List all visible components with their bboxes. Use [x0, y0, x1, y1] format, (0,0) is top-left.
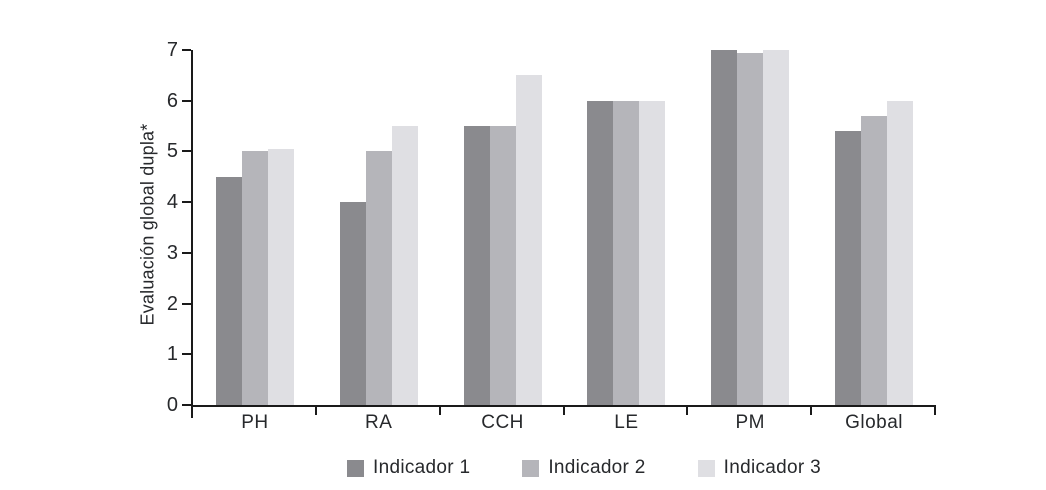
bar-ra-indicador-1 — [339, 202, 366, 405]
y-axis-tick — [182, 49, 191, 51]
y-tick-label: 5 — [166, 140, 178, 163]
y-axis-tick — [182, 99, 191, 102]
bar-ph-indicador-1 — [215, 176, 242, 405]
y-tick-label: 4 — [166, 191, 178, 214]
legend-item: Indicador 2 — [522, 457, 645, 479]
bar-ph-indicador-3 — [267, 148, 294, 405]
category-label-pm: PM — [735, 412, 765, 433]
bar-global-indicador-2 — [861, 115, 888, 405]
x-axis-tick — [438, 405, 441, 415]
y-tick-label: 7 — [166, 39, 178, 61]
bar-cch-indicador-2 — [489, 126, 516, 405]
bar-ph-indicador-2 — [241, 151, 268, 405]
y-axis-line — [191, 50, 193, 418]
category-label-global: Global — [845, 412, 904, 433]
bar-global-indicador-3 — [887, 100, 914, 405]
y-axis-tick — [182, 251, 191, 254]
legend-item: Indicador 3 — [697, 457, 821, 479]
legend-label: Indicador 1 — [373, 457, 471, 478]
y-tick-label: 1 — [166, 343, 178, 366]
y-tick-label: 0 — [166, 394, 178, 416]
y-tick-label: 6 — [166, 89, 178, 112]
legend-label: Indicador 2 — [548, 457, 646, 478]
bar-pm-indicador-3 — [763, 50, 790, 405]
x-axis-tick — [934, 405, 936, 415]
bar-cch-indicador-3 — [515, 75, 542, 405]
x-axis-tick — [686, 405, 689, 415]
legend-item: Indicador 1 — [347, 457, 470, 479]
y-tick-label: 2 — [166, 292, 178, 315]
legend-label: Indicador 3 — [723, 457, 821, 478]
y-axis-tick — [182, 150, 191, 153]
legend-swatch — [697, 459, 715, 477]
bar-ra-indicador-2 — [365, 151, 392, 405]
x-axis-tick — [314, 405, 317, 415]
category-label-cch: CCH — [481, 412, 524, 433]
x-axis-tick — [562, 405, 565, 415]
bar-le-indicador-1 — [587, 100, 614, 405]
bar-le-indicador-3 — [639, 100, 666, 405]
legend-swatch — [347, 459, 364, 477]
category-label-ph: PH — [241, 412, 269, 433]
y-axis-tick — [182, 404, 191, 406]
y-axis-tick — [182, 201, 191, 204]
category-label-ra: RA — [365, 412, 393, 433]
bar-ra-indicador-3 — [391, 126, 418, 405]
y-tick-label: 3 — [166, 241, 178, 264]
y-axis-tick — [182, 353, 191, 356]
bar-pm-indicador-1 — [711, 50, 738, 405]
bar-cch-indicador-1 — [463, 126, 490, 405]
bar-le-indicador-2 — [613, 100, 640, 405]
y-axis-tick — [182, 302, 191, 305]
legend-swatch — [522, 459, 540, 477]
bar-pm-indicador-2 — [737, 52, 764, 405]
category-label-le: LE — [614, 412, 639, 433]
x-axis-tick — [810, 405, 813, 415]
bar-global-indicador-1 — [835, 131, 862, 405]
legend: Indicador 1 Indicador 2 Indicador 3 — [347, 457, 821, 479]
